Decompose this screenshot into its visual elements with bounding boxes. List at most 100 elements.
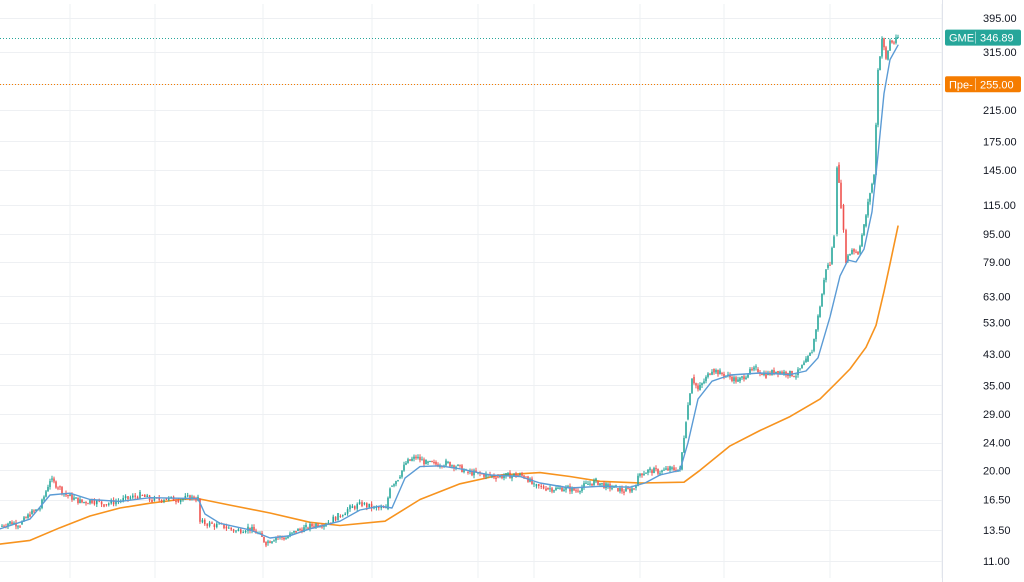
- candle-body: [591, 483, 593, 486]
- candle-body: [49, 481, 51, 487]
- candle-body: [801, 365, 803, 369]
- candle-body: [165, 498, 168, 500]
- candle-body: [172, 496, 175, 501]
- candle-body: [799, 368, 801, 370]
- candle-body: [763, 373, 765, 375]
- candle-body: [453, 465, 455, 469]
- candle-body: [709, 373, 711, 375]
- candle-body: [838, 164, 840, 183]
- candle-body: [81, 499, 83, 503]
- candle-body: [269, 541, 271, 543]
- price-badge-value: 346.89: [980, 33, 1014, 45]
- candle-body: [663, 469, 665, 471]
- candle-body: [691, 378, 693, 394]
- candle-body: [713, 369, 715, 373]
- candle-body: [182, 498, 184, 500]
- candle-body: [745, 377, 747, 380]
- candle-body: [865, 215, 867, 227]
- candle-body: [251, 527, 253, 531]
- candle-body: [315, 523, 317, 528]
- candle-body: [96, 500, 98, 505]
- y-tick-label: 175.00: [983, 136, 1017, 148]
- candle-body: [51, 478, 53, 480]
- candle-body: [633, 488, 635, 490]
- candle-body: [617, 488, 619, 492]
- candle-body: [719, 370, 721, 375]
- candle-body: [851, 249, 853, 254]
- candle-body: [829, 264, 831, 266]
- candle-body: [731, 377, 733, 381]
- candle-body: [127, 496, 129, 499]
- candle-body: [240, 529, 242, 533]
- candle-body: [542, 486, 545, 489]
- candle-body: [397, 480, 399, 482]
- candle-body: [615, 485, 617, 487]
- candle-body: [887, 50, 889, 60]
- candle-body: [665, 468, 667, 470]
- candle-body: [391, 485, 393, 487]
- y-tick-label: 63.00: [983, 291, 1011, 303]
- candle-body: [783, 371, 785, 374]
- candle-body: [855, 251, 857, 253]
- candle-body: [387, 497, 389, 509]
- candle-body: [179, 499, 182, 502]
- candle-body: [427, 461, 429, 463]
- candle-body: [33, 510, 35, 512]
- candle-body: [893, 42, 895, 44]
- candle-body: [555, 487, 557, 491]
- price-badge-1: [945, 76, 1021, 93]
- candle-body: [327, 522, 330, 524]
- candle-body: [7, 523, 9, 527]
- candle-body: [881, 38, 883, 57]
- y-tick-label: 145.00: [983, 165, 1017, 177]
- candle-body: [559, 487, 561, 489]
- candle-body: [204, 519, 206, 525]
- candle-body: [747, 374, 749, 378]
- candle-body: [457, 464, 459, 466]
- candle-body: [358, 502, 361, 505]
- candle-body: [368, 503, 370, 508]
- candle-body: [27, 514, 29, 518]
- candle-body: [25, 517, 27, 519]
- candle-body: [751, 369, 753, 371]
- candle-body: [629, 488, 631, 492]
- candle-body: [124, 496, 127, 498]
- price-badges: GME 346.89 Пре- 255.00: [945, 29, 1021, 93]
- slow-moving-average-line: [0, 225, 899, 545]
- candle-body: [346, 509, 349, 514]
- candle-body: [401, 470, 403, 477]
- candle-body: [845, 230, 847, 264]
- candle-body: [569, 486, 571, 492]
- candle-body: [733, 377, 735, 381]
- candle-body: [170, 496, 172, 498]
- candle-body: [842, 205, 845, 230]
- candle-body: [827, 264, 829, 268]
- candle-body: [337, 513, 339, 521]
- candle-body: [134, 495, 136, 497]
- candle-body: [883, 38, 885, 48]
- candle-body: [191, 496, 193, 498]
- candle-body: [653, 468, 655, 474]
- candle-body: [517, 475, 519, 476]
- candle-body: [235, 530, 237, 532]
- candle-body: [857, 252, 859, 255]
- candle-body: [729, 374, 731, 378]
- candle-body: [737, 379, 739, 382]
- candle-body: [823, 279, 825, 294]
- candle-body: [89, 500, 91, 504]
- candle-body: [623, 491, 625, 493]
- y-tick-label: 79.00: [983, 257, 1011, 269]
- candle-body: [195, 499, 197, 501]
- candle-body: [551, 488, 553, 492]
- candle-body: [144, 495, 146, 497]
- candle-body: [647, 469, 649, 473]
- candle-body: [601, 483, 603, 485]
- candle-body: [659, 473, 661, 475]
- candle-body: [342, 515, 344, 517]
- candle-body: [597, 481, 599, 485]
- candle-body: [160, 499, 163, 502]
- candle-body: [83, 502, 85, 503]
- candle-body: [93, 500, 96, 505]
- candle-body: [431, 461, 433, 462]
